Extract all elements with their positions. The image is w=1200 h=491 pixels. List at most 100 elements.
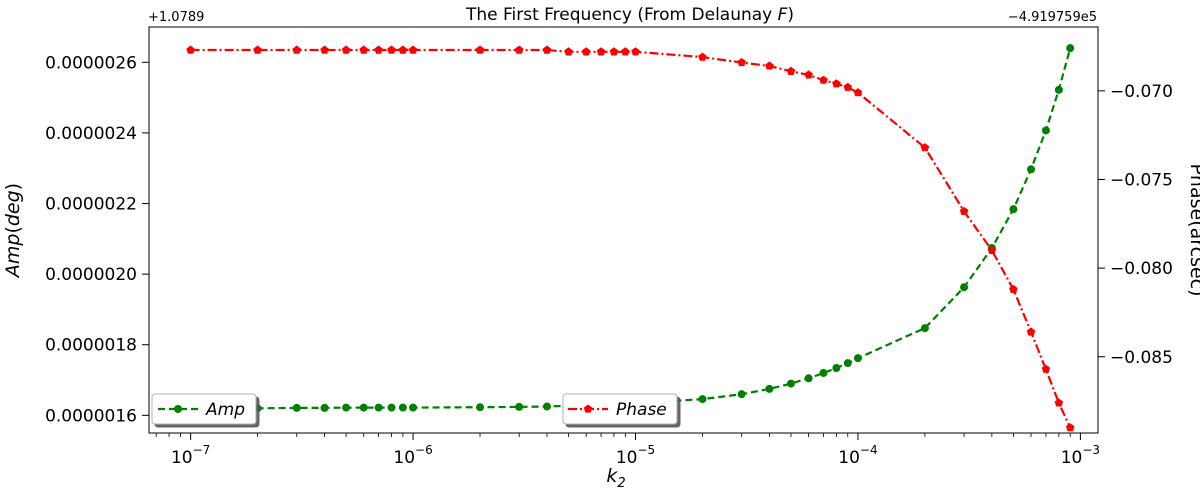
y-axis-left-label: Amp(deg) bbox=[2, 183, 24, 279]
x-tick-label: 10−4 bbox=[838, 443, 877, 468]
point-phase bbox=[819, 75, 828, 84]
point-amp bbox=[292, 403, 301, 412]
point-amp bbox=[387, 403, 396, 412]
series-layer bbox=[186, 44, 1075, 432]
point-amp bbox=[698, 395, 707, 404]
point-phase bbox=[920, 143, 930, 152]
point-amp bbox=[960, 283, 969, 292]
point-amp bbox=[853, 354, 862, 363]
point-amp bbox=[342, 403, 351, 412]
point-phase bbox=[359, 45, 368, 54]
point-phase bbox=[581, 47, 591, 56]
point-phase bbox=[387, 45, 396, 54]
point-phase bbox=[1009, 284, 1018, 293]
point-phase bbox=[832, 79, 841, 88]
legend-amp: Amp bbox=[151, 393, 257, 425]
y-left-tick-label: 0.0000018 bbox=[45, 336, 137, 356]
point-phase bbox=[987, 245, 997, 254]
x-axis-label: k2 bbox=[606, 465, 625, 491]
point-amp bbox=[320, 403, 329, 412]
point-phase bbox=[843, 82, 852, 91]
point-phase bbox=[1054, 398, 1064, 407]
left-axis-offset-text: +1.0789 bbox=[148, 10, 204, 25]
legend-phase-marker bbox=[583, 404, 593, 413]
series-line-amp bbox=[190, 47, 1072, 410]
legend-phase: Phase bbox=[562, 393, 678, 425]
x-tick-label: 10−5 bbox=[616, 443, 655, 468]
point-phase bbox=[374, 45, 383, 54]
point-phase bbox=[341, 45, 351, 54]
y-left-tick-label: 0.0000026 bbox=[45, 53, 137, 73]
series-line-phase bbox=[190, 48, 1072, 429]
point-amp bbox=[1066, 44, 1075, 53]
legend-amp-marker bbox=[174, 405, 182, 413]
point-phase bbox=[853, 88, 863, 97]
point-phase bbox=[621, 47, 630, 56]
point-phase bbox=[1026, 327, 1036, 336]
point-amp bbox=[1009, 205, 1018, 214]
point-phase bbox=[698, 52, 707, 61]
chart-title: The First Frequency (From Delaunay F) bbox=[465, 5, 794, 25]
point-phase bbox=[186, 45, 195, 54]
point-phase bbox=[253, 45, 262, 54]
y-left-tick-label: 0.0000016 bbox=[45, 406, 137, 426]
point-phase bbox=[320, 45, 329, 54]
y-axis-left: 0.0000016 0.0000018 0.0000020 0.0000022 0.00… bbox=[45, 53, 149, 426]
point-phase bbox=[475, 45, 485, 54]
point-amp bbox=[374, 403, 383, 412]
point-amp bbox=[786, 379, 795, 388]
y-axis-right: −0.070 −0.075 −0.080 −0.085 bbox=[1098, 82, 1173, 368]
plot-area-frame bbox=[148, 26, 1099, 434]
y-left-tick-label: 0.0000022 bbox=[45, 195, 137, 215]
point-amp bbox=[476, 403, 485, 412]
point-amp bbox=[1054, 85, 1063, 94]
point-phase bbox=[596, 47, 606, 56]
point-amp bbox=[398, 403, 407, 412]
legend-amp-box bbox=[151, 393, 257, 425]
point-amp bbox=[843, 359, 852, 368]
point-amp bbox=[737, 390, 746, 399]
point-phase bbox=[1065, 423, 1075, 432]
point-phase bbox=[292, 45, 301, 54]
legend-amp-label: Amp bbox=[205, 400, 245, 420]
point-phase bbox=[786, 66, 796, 75]
point-phase bbox=[765, 61, 774, 70]
point-phase bbox=[804, 70, 813, 79]
point-amp bbox=[819, 368, 828, 377]
point-amp bbox=[359, 403, 368, 412]
y-right-tick-label: −0.085 bbox=[1110, 348, 1173, 368]
legend-phase-label: Phase bbox=[616, 400, 667, 420]
y-right-tick-label: −0.070 bbox=[1110, 82, 1173, 102]
point-amp bbox=[832, 364, 841, 373]
y-left-tick-label: 0.0000020 bbox=[45, 265, 137, 285]
point-amp bbox=[804, 374, 813, 383]
point-amp bbox=[920, 324, 929, 333]
y-right-tick-label: −0.080 bbox=[1110, 259, 1173, 279]
legend-phase-box bbox=[562, 393, 678, 425]
point-amp bbox=[409, 403, 418, 412]
y-axis-right-label: Phase(arcsec) bbox=[1186, 163, 1200, 296]
point-phase bbox=[542, 45, 552, 54]
point-phase bbox=[398, 45, 408, 54]
point-amp bbox=[1027, 165, 1036, 174]
y-right-tick-label: −0.075 bbox=[1110, 170, 1173, 190]
right-axis-offset-text: −4.919759e5 bbox=[1008, 10, 1097, 25]
x-axis: 10−7 10−6 10−5 10−4 10−3 bbox=[155, 433, 1100, 468]
point-phase bbox=[737, 58, 746, 67]
y-left-tick-label: 0.0000024 bbox=[45, 124, 137, 144]
point-phase bbox=[514, 45, 524, 54]
x-tick-label: 10−3 bbox=[1061, 443, 1100, 468]
point-phase bbox=[609, 47, 619, 56]
x-tick-label: 10−6 bbox=[393, 443, 432, 468]
point-phase bbox=[1041, 364, 1051, 373]
x-tick-label: 10−7 bbox=[171, 443, 210, 468]
point-phase bbox=[959, 206, 969, 215]
point-phase bbox=[631, 47, 640, 56]
point-amp bbox=[1041, 126, 1050, 135]
point-phase bbox=[564, 47, 573, 56]
point-amp bbox=[542, 402, 551, 411]
point-amp bbox=[765, 384, 774, 393]
point-amp bbox=[515, 402, 524, 411]
point-phase bbox=[408, 45, 418, 54]
